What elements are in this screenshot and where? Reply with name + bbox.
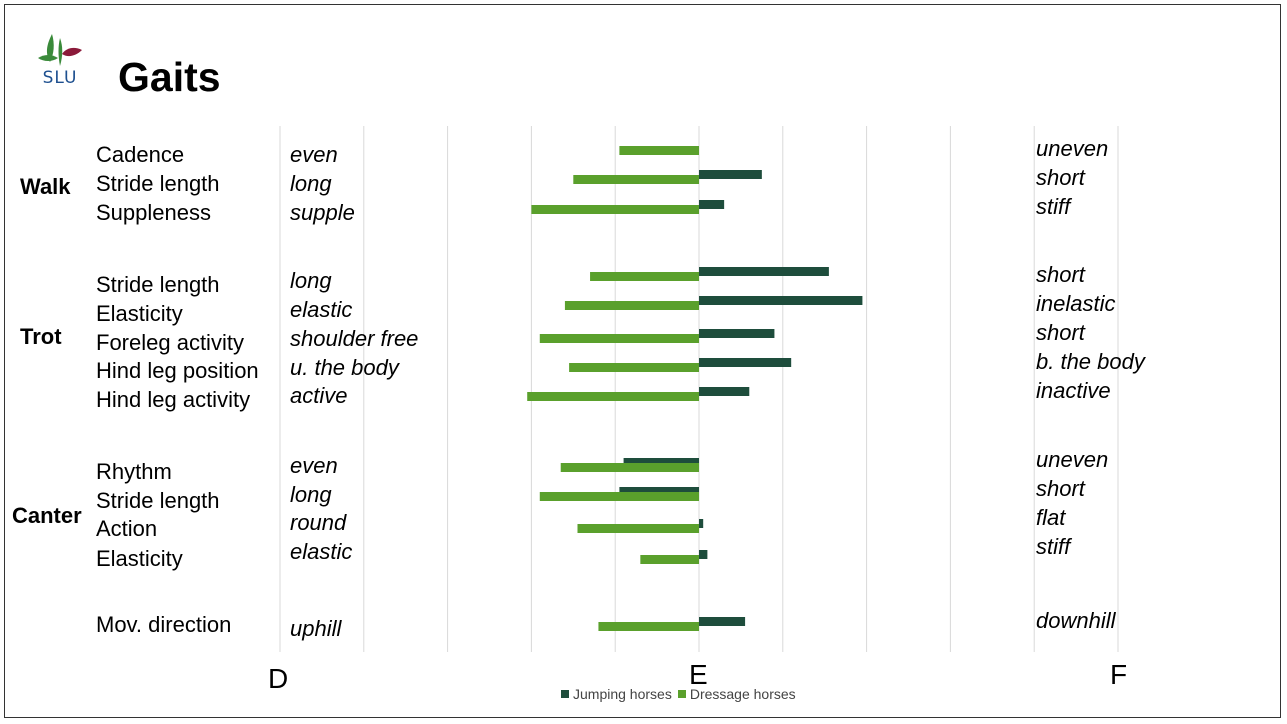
right-pole-label: flat bbox=[1036, 505, 1066, 530]
trait-label: Suppleness bbox=[96, 200, 211, 225]
bar-dressage bbox=[539, 334, 699, 343]
bar-jumping bbox=[699, 387, 750, 396]
bar-dressage bbox=[640, 555, 699, 564]
right-pole-label: inactive bbox=[1036, 378, 1111, 403]
bar-dressage bbox=[527, 392, 699, 401]
trait-label: Hind leg activity bbox=[96, 387, 251, 412]
trait-label: Cadence bbox=[96, 142, 185, 167]
left-pole-label: round bbox=[290, 510, 347, 535]
trait-label: Hind leg position bbox=[96, 358, 259, 383]
bar-dressage bbox=[598, 622, 699, 631]
gait-label: Canter bbox=[12, 503, 82, 528]
right-pole-label: stiff bbox=[1036, 194, 1071, 219]
left-pole-label: shoulder free bbox=[290, 326, 419, 351]
trait-label: Stride length bbox=[96, 171, 220, 196]
leaf-icon bbox=[38, 34, 82, 66]
left-pole-label: active bbox=[290, 383, 348, 408]
left-pole-label: long bbox=[290, 268, 332, 293]
bar-jumping bbox=[623, 458, 699, 467]
x-tick-label-e: E bbox=[689, 659, 708, 690]
bar-jumping bbox=[699, 267, 829, 276]
left-pole-label: supple bbox=[290, 200, 355, 225]
legend-item-jumping: Jumping horses bbox=[561, 686, 672, 702]
gait-label: Walk bbox=[20, 174, 71, 199]
left-pole-label: uphill bbox=[290, 616, 342, 641]
bar-dressage bbox=[539, 492, 699, 501]
bar-jumping bbox=[699, 519, 704, 528]
right-pole-label: uneven bbox=[1036, 447, 1109, 472]
legend-label-dressage: Dressage horses bbox=[689, 686, 796, 702]
bar-dressage bbox=[560, 463, 699, 472]
legend-swatch-dressage bbox=[677, 690, 686, 698]
bar-dressage bbox=[573, 175, 699, 184]
page-title: Gaits bbox=[118, 54, 221, 100]
right-pole-label: inelastic bbox=[1036, 291, 1116, 316]
left-pole-label: even bbox=[290, 142, 338, 167]
legend-item-dressage: Dressage horses bbox=[677, 686, 796, 702]
bar-jumping bbox=[619, 487, 699, 496]
right-pole-label: short bbox=[1036, 165, 1085, 190]
bar-jumping bbox=[699, 200, 725, 209]
right-pole-label: stiff bbox=[1036, 534, 1071, 559]
left-pole-label: u. the body bbox=[290, 355, 399, 380]
logo-text: SLU bbox=[42, 68, 78, 88]
right-pole-label: b. the body bbox=[1036, 349, 1145, 374]
left-pole-label: long bbox=[290, 171, 332, 196]
bar-jumping bbox=[699, 550, 708, 559]
bar-jumping bbox=[699, 296, 863, 305]
right-pole-label: short bbox=[1036, 320, 1085, 345]
x-tick-label-f: F bbox=[1110, 659, 1128, 690]
bar-dressage bbox=[531, 205, 699, 214]
trait-label: Elasticity bbox=[96, 301, 183, 326]
bar-dressage bbox=[577, 524, 699, 533]
right-pole-label: short bbox=[1036, 262, 1085, 287]
bar-dressage bbox=[569, 363, 699, 372]
bar-jumping bbox=[699, 358, 792, 367]
left-pole-label: even bbox=[290, 453, 338, 478]
right-pole-label: uneven bbox=[1036, 136, 1109, 161]
trait-label: Action bbox=[96, 516, 158, 541]
trait-label: Mov. direction bbox=[96, 612, 232, 637]
bar-dressage bbox=[564, 301, 699, 310]
bar-dressage bbox=[590, 272, 699, 281]
right-pole-label: short bbox=[1036, 476, 1085, 501]
trait-label: Stride length bbox=[96, 272, 220, 297]
slide-frame bbox=[4, 4, 1281, 718]
bar-jumping bbox=[699, 170, 762, 179]
left-pole-label: elastic bbox=[290, 297, 353, 322]
gait-label: Trot bbox=[20, 324, 62, 349]
bar-jumping bbox=[699, 329, 775, 338]
right-pole-label: downhill bbox=[1036, 608, 1116, 633]
bar-jumping bbox=[699, 617, 746, 626]
trait-label: Elasticity bbox=[96, 546, 183, 571]
trait-label: Foreleg activity bbox=[96, 330, 244, 355]
slu-logo: SLU bbox=[30, 32, 90, 92]
x-tick-label-d: D bbox=[268, 663, 289, 694]
legend: Jumping horses Dressage horses bbox=[561, 686, 802, 702]
legend-label-jumping: Jumping horses bbox=[573, 686, 672, 702]
left-pole-label: elastic bbox=[290, 539, 353, 564]
left-pole-label: long bbox=[290, 482, 332, 507]
trait-label: Stride length bbox=[96, 488, 220, 513]
legend-swatch-jumping bbox=[561, 690, 569, 698]
bar-dressage bbox=[619, 146, 699, 155]
trait-label: Rhythm bbox=[96, 459, 172, 484]
